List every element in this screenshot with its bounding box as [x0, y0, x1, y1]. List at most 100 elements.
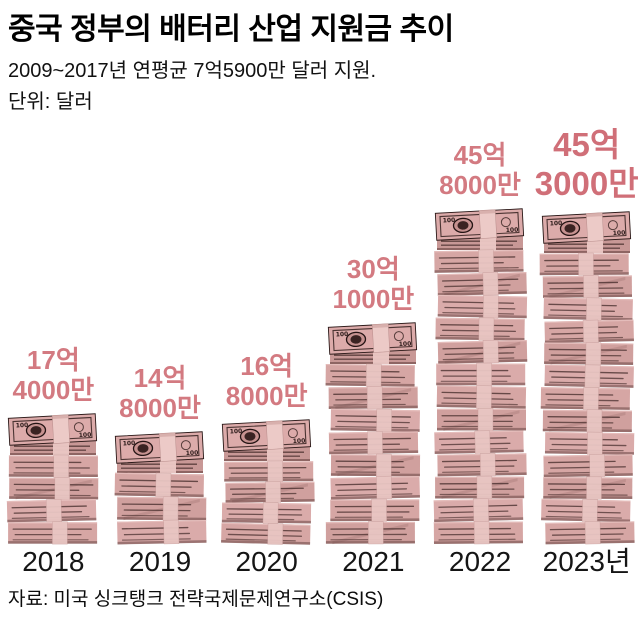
money-stack: 100 100: [325, 322, 421, 545]
x-axis-label: 2019: [128, 546, 192, 577]
svg-text:100: 100: [186, 450, 199, 458]
money-bundle: [437, 294, 528, 319]
svg-text:100: 100: [336, 331, 349, 339]
bar-column-2020: 16억 8000만 100 100 2020: [213, 130, 320, 578]
bar-value-label: 45억 8000만: [439, 140, 521, 201]
money-bundle-top: 100 100: [434, 208, 525, 250]
money-bundle-top: 100 100: [221, 419, 311, 461]
money-stack: 100 100: [220, 419, 315, 545]
svg-text:100: 100: [292, 438, 305, 446]
bar-value-label: 17억 4000만: [12, 345, 94, 406]
money-bundle: [542, 476, 633, 500]
value-line-2: 4000만: [12, 375, 95, 406]
bar-column-2021: 30억 1000만 100 100 2021: [320, 130, 427, 578]
money-stack: 100 100: [539, 211, 635, 545]
money-bundle-top: 100 100: [114, 431, 205, 473]
value-line-1: 17억: [26, 344, 80, 375]
money-stack: 100 100: [433, 208, 528, 545]
svg-text:100: 100: [229, 428, 242, 436]
svg-text:100: 100: [549, 220, 562, 228]
money-stack: 100 100: [114, 431, 207, 545]
money-bundle: [437, 453, 527, 477]
chart-subtitle: 2009~2017년 연평균 7억5900만 달러 지원.: [8, 60, 377, 82]
money-bundle: [330, 408, 421, 432]
money-bundle: [433, 521, 524, 545]
bar-column-2022: 45억 8000만 100 100 2022: [427, 130, 534, 578]
chart-title: 중국 정부의 배터리 산업 지원금 추이: [8, 13, 454, 46]
value-line-1: 16억: [240, 350, 294, 381]
money-bundle: [331, 453, 421, 477]
money-stack: 100 100: [7, 413, 99, 545]
value-line-1: 45억: [453, 139, 507, 170]
money-bundle: [436, 385, 527, 409]
value-line-2: 8000만: [225, 381, 308, 412]
svg-text:100: 100: [399, 341, 412, 349]
bar-chart: 17억 4000만 100 100 2018 14억 8000만 100 100 2019 16억 8…: [0, 126, 640, 578]
money-bundle: [328, 386, 419, 410]
money-bundle: [9, 454, 99, 478]
money-bundle: [223, 460, 313, 483]
bar-value-label: 45억 3000만: [535, 126, 639, 204]
money-bundle: [437, 339, 528, 364]
value-line-1: 14억: [133, 362, 187, 393]
x-axis-label: 2021: [342, 546, 405, 577]
x-axis-label: 2022: [448, 546, 512, 577]
money-bundle: [329, 431, 419, 455]
money-bundle: [544, 431, 634, 455]
money-bundle: [434, 249, 524, 273]
value-line-1: 30억: [346, 253, 400, 284]
money-bundle: [433, 498, 524, 523]
money-bundle: [434, 430, 524, 455]
money-bundle: [544, 521, 635, 545]
money-bundle: [540, 387, 630, 411]
unit-label: 단위: 달러: [8, 91, 93, 113]
money-bundle: [7, 498, 97, 523]
money-bundle: [117, 519, 207, 545]
svg-text:100: 100: [123, 440, 136, 448]
bar-value-label: 16억 8000만: [226, 351, 308, 412]
money-bundle: [540, 498, 631, 523]
money-bundle-top: 100 100: [8, 413, 98, 455]
money-bundle: [221, 502, 311, 524]
money-bundle: [543, 297, 633, 321]
value-line-2: 8000만: [119, 393, 201, 424]
money-bundle: [543, 342, 633, 366]
x-axis-label: 2018: [22, 546, 85, 577]
money-bundle: [542, 275, 632, 299]
money-bundle: [544, 364, 634, 388]
money-bundle: [436, 362, 526, 386]
money-bundle: [325, 363, 416, 387]
money-bundle: [544, 319, 634, 344]
x-axis-label: 2023년: [542, 546, 631, 577]
money-bundle: [9, 477, 99, 500]
money-bundle-top: 100 100: [541, 211, 631, 253]
value-line-2: 3000만: [534, 165, 639, 203]
x-axis-label: 2020: [235, 546, 298, 577]
money-bundle: [543, 454, 633, 478]
money-bundle: [326, 521, 416, 545]
svg-text:100: 100: [79, 432, 92, 440]
svg-text:100: 100: [612, 230, 625, 238]
money-bundle: [225, 481, 315, 504]
money-bundle-top: 100 100: [328, 322, 418, 364]
bar-value-label: 30억 1000만: [332, 254, 414, 315]
money-bundle: [220, 522, 311, 545]
bar-value-label: 14억 8000만: [119, 363, 201, 424]
svg-text:100: 100: [16, 422, 29, 430]
bar-column-2023: 45억 3000만 100 100 2023년: [533, 126, 640, 578]
money-bundle: [114, 472, 204, 498]
money-bundle: [435, 475, 525, 500]
value-line-2: 1000만: [332, 284, 415, 315]
bar-column-2018: 17억 4000만 100 100 2018: [0, 130, 107, 578]
money-bundle: [542, 409, 632, 433]
money-bundle: [330, 498, 420, 522]
money-bundle: [437, 272, 527, 297]
money-bundle: [435, 317, 525, 341]
svg-text:100: 100: [443, 217, 456, 225]
bar-column-2019: 14억 8000만 100 100 2019: [107, 130, 214, 578]
money-bundle: [437, 408, 527, 432]
source-label: 자료: 미국 싱크탱크 전략국제문제연구소(CSIS): [8, 589, 384, 610]
money-bundle: [117, 496, 207, 521]
value-line-2: 8000만: [439, 170, 521, 201]
